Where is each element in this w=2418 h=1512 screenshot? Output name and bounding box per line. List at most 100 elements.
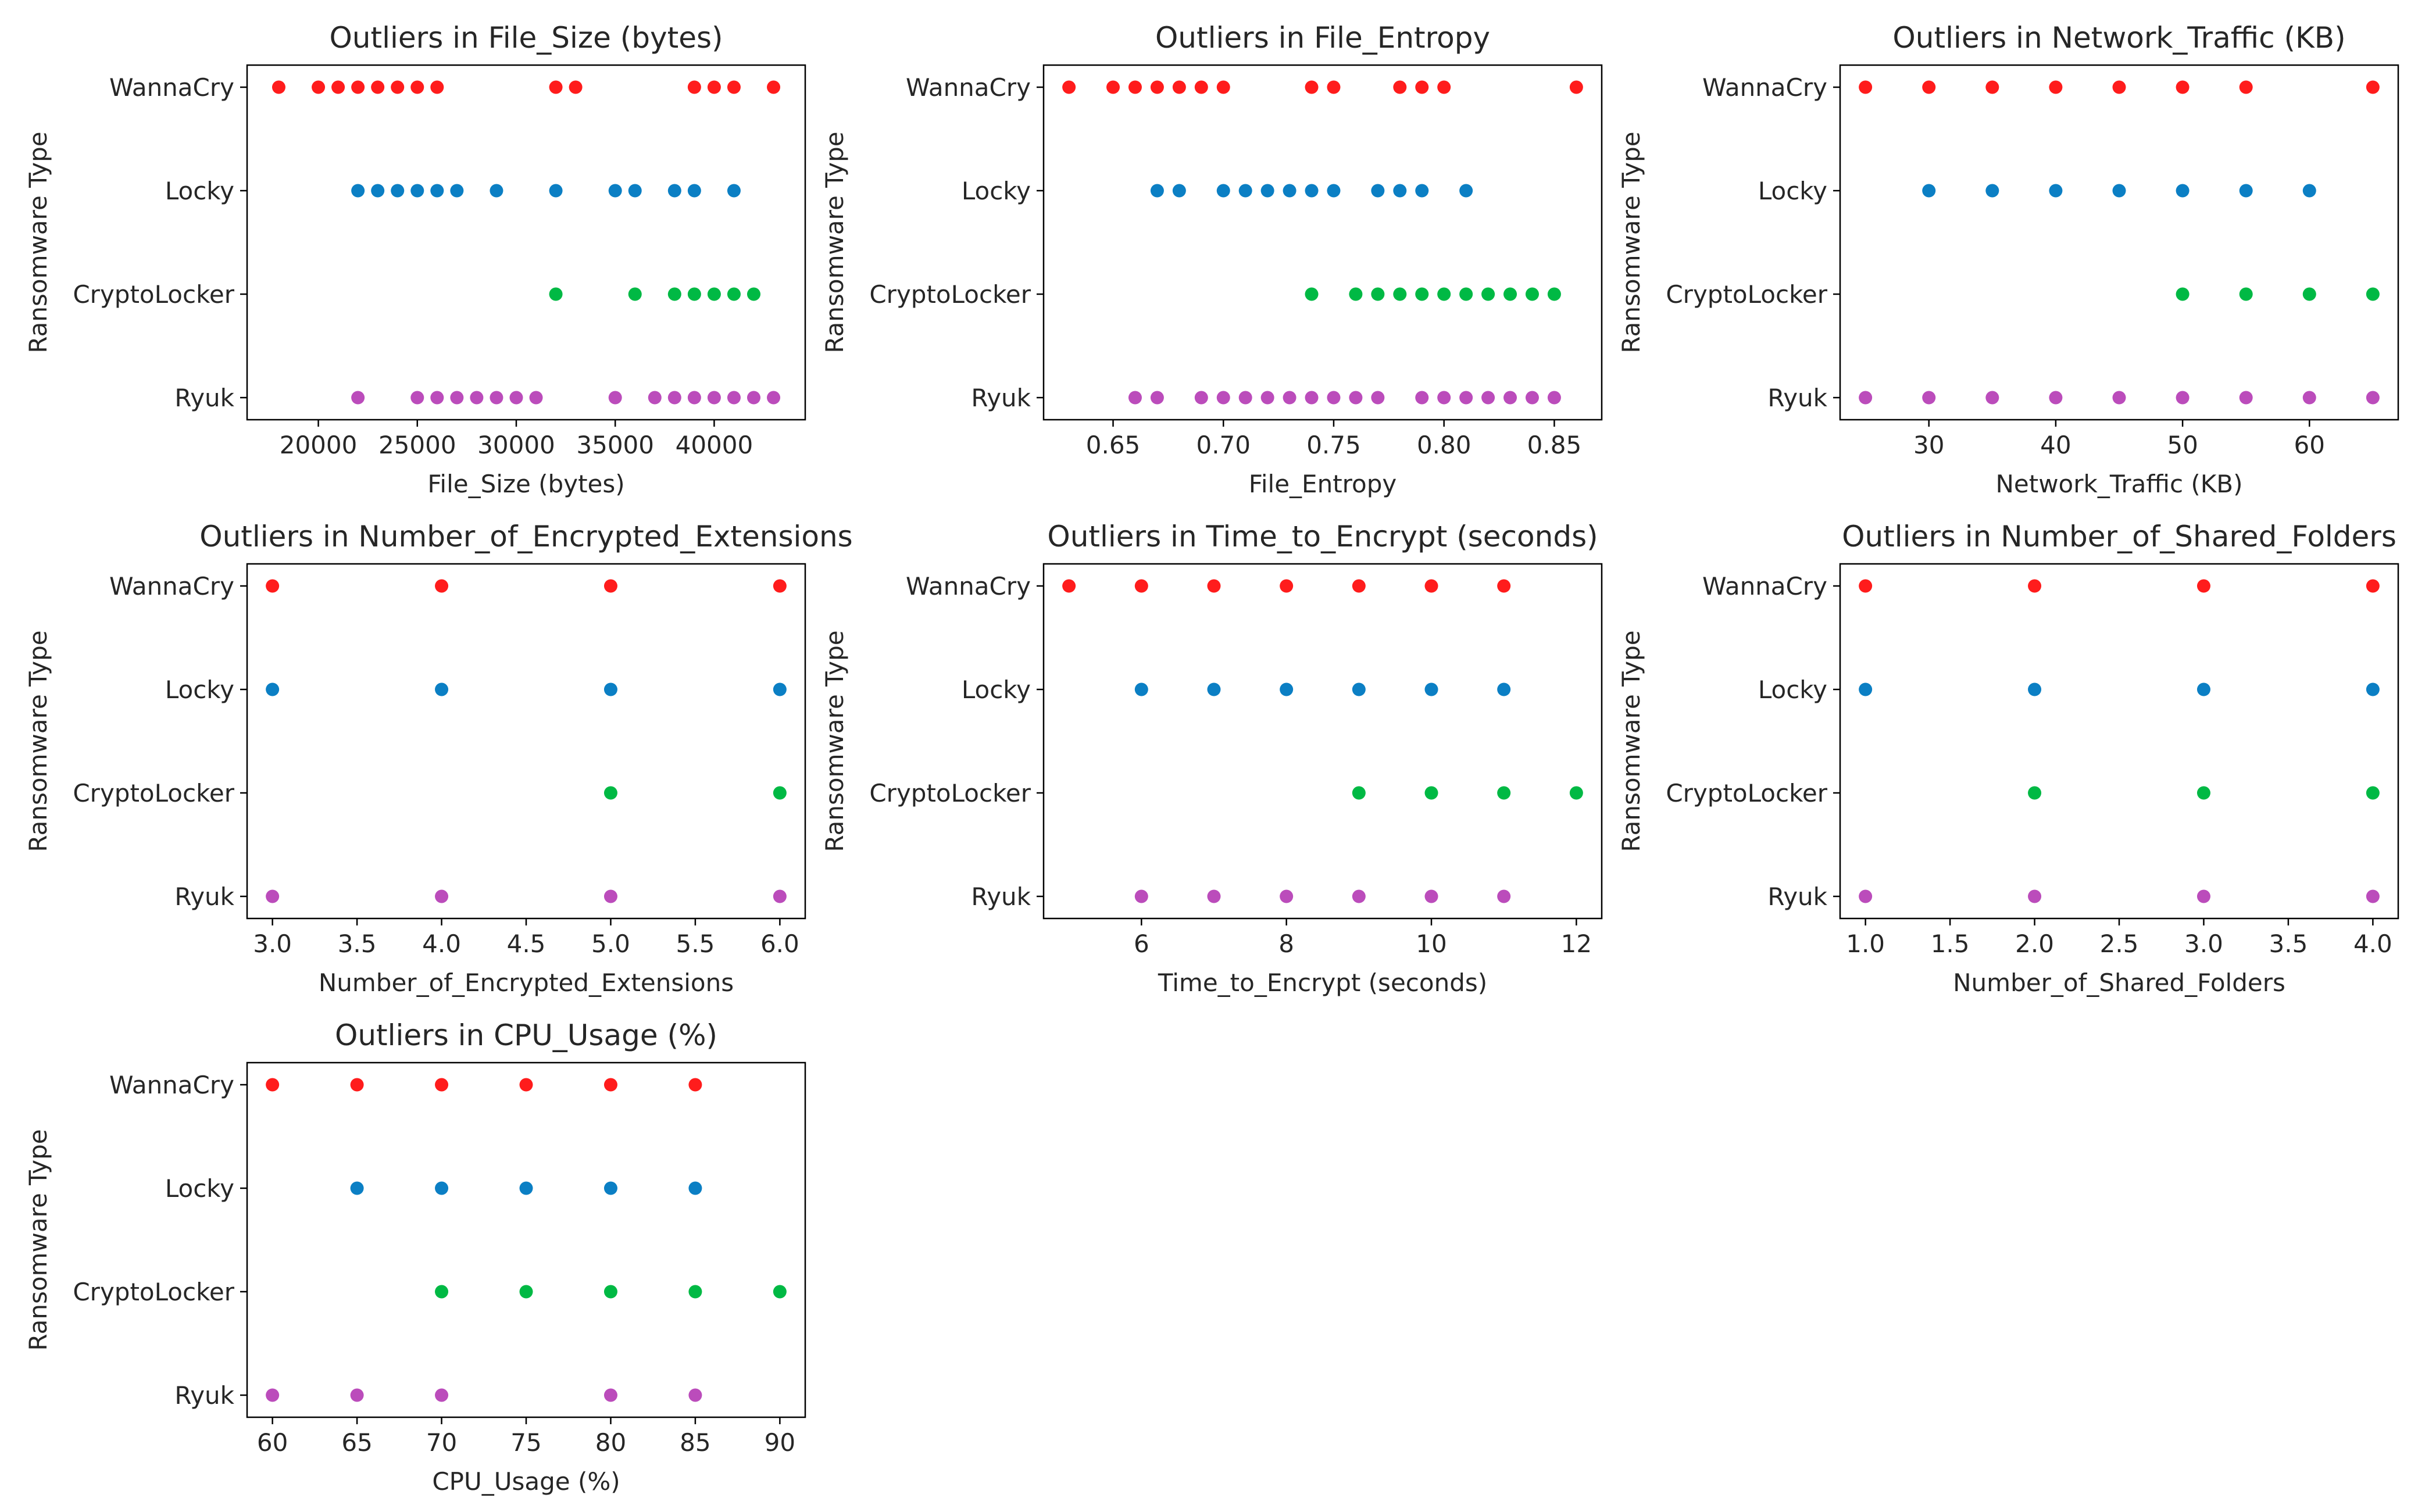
subplot-title: Outliers in File_Entropy (1155, 21, 1490, 55)
point-cryptolocker (707, 287, 721, 301)
x-axis-label: Time_to_Encrypt (seconds) (1158, 968, 1487, 997)
x-tick-label: 5.5 (676, 930, 715, 958)
axes-frame (246, 1061, 806, 1418)
y-tick-label-wannacry: WannaCry (906, 73, 1031, 102)
point-wannacry (312, 80, 326, 94)
axes-frame (1042, 64, 1603, 421)
x-tick-label: 90 (765, 1428, 795, 1457)
x-tick-label: 6.0 (760, 930, 799, 958)
point-ryuk (2028, 889, 2042, 903)
x-tick-label: 0.80 (1417, 431, 1471, 459)
point-ryuk (687, 391, 701, 405)
x-tick-label: 40000 (676, 431, 753, 459)
point-cryptolocker (773, 786, 787, 800)
x-tick-label: 35000 (576, 431, 654, 459)
x-tick-label: 75 (510, 1428, 541, 1457)
y-tick-label-locky: Locky (1758, 177, 1827, 205)
point-wannacry (1062, 80, 1076, 94)
point-cryptolocker (2302, 287, 2316, 301)
point-locky (266, 682, 280, 696)
x-tick-label: 0.70 (1196, 431, 1251, 459)
point-cryptolocker (2366, 287, 2380, 301)
point-locky (687, 184, 701, 198)
y-tick-label-wannacry: WannaCry (1702, 572, 1827, 600)
y-tick-label-ryuk: Ryuk (971, 882, 1031, 911)
point-ryuk (435, 889, 449, 903)
point-wannacry (266, 579, 280, 593)
point-wannacry (1106, 80, 1120, 94)
point-ryuk (1525, 391, 1539, 405)
subplot-title: Outliers in Number_of_Encrypted_Extensio… (199, 520, 853, 553)
point-cryptolocker (2196, 786, 2210, 800)
point-wannacry (1415, 80, 1429, 94)
point-ryuk (2176, 391, 2190, 405)
point-wannacry (1194, 80, 1208, 94)
y-tick-label-locky: Locky (165, 177, 234, 205)
point-locky (1216, 184, 1230, 198)
x-tick-label: 4.0 (2353, 930, 2392, 958)
point-ryuk (767, 391, 781, 405)
subplot-outliers-in-network-traffic-kb: Outliers in Network_Traffic (KB) Ransomwa… (1617, 21, 2399, 498)
point-cryptolocker (1569, 786, 1583, 800)
point-cryptolocker (1481, 287, 1495, 301)
point-locky (1393, 184, 1407, 198)
point-cryptolocker (1371, 287, 1385, 301)
point-wannacry (687, 80, 701, 94)
subplot-outliers-in-file-size-bytes: Outliers in File_Size (bytes) Ransomware … (24, 21, 806, 498)
point-locky (351, 184, 365, 198)
point-locky (549, 184, 563, 198)
point-wannacry (1985, 80, 1999, 94)
point-ryuk (1437, 391, 1451, 405)
point-locky (2112, 184, 2126, 198)
axes-frame (246, 563, 806, 920)
point-locky (1922, 184, 1936, 198)
subplot-outliers-in-cpu-usage: Outliers in CPU_Usage (%) Ransomware Type… (24, 1018, 806, 1496)
point-locky (628, 184, 642, 198)
point-ryuk (747, 391, 760, 405)
point-ryuk (470, 391, 484, 405)
point-wannacry (1327, 80, 1341, 94)
x-tick-label: 4.0 (422, 930, 461, 958)
point-cryptolocker (1459, 287, 1473, 301)
point-ryuk (1497, 889, 1511, 903)
y-tick-label-cryptolocker: CryptoLocker (73, 280, 234, 309)
point-ryuk (648, 391, 662, 405)
point-wannacry (1216, 80, 1230, 94)
x-tick-label: 2.0 (2015, 930, 2054, 958)
point-wannacry (351, 80, 365, 94)
point-locky (727, 184, 741, 198)
point-wannacry (1207, 579, 1221, 593)
x-tick-label: 85 (680, 1428, 710, 1457)
point-wannacry (435, 579, 449, 593)
point-wannacry (1424, 579, 1438, 593)
point-cryptolocker (628, 287, 642, 301)
point-wannacry (603, 579, 617, 593)
point-ryuk (2049, 391, 2063, 405)
point-ryuk (1859, 889, 1873, 903)
axes-frame (1042, 563, 1603, 920)
x-tick-label: 0.75 (1306, 431, 1361, 459)
point-ryuk (1305, 391, 1319, 405)
point-ryuk (707, 391, 721, 405)
point-wannacry (430, 80, 444, 94)
y-tick-label-cryptolocker: CryptoLocker (73, 779, 234, 807)
point-ryuk (603, 889, 617, 903)
x-axis-label: Number_of_Shared_Folders (1953, 968, 2285, 997)
point-cryptolocker (603, 786, 617, 800)
point-cryptolocker (2366, 786, 2380, 800)
point-cryptolocker (687, 287, 701, 301)
x-tick-label: 12 (1561, 930, 1592, 958)
point-locky (1207, 682, 1221, 696)
point-locky (2176, 184, 2190, 198)
x-tick-label: 3.5 (338, 930, 377, 958)
x-tick-label: 60 (2294, 431, 2325, 459)
point-ryuk (351, 391, 365, 405)
x-tick-label: 50 (2167, 431, 2198, 459)
x-tick-label: 3.0 (253, 930, 292, 958)
point-wannacry (1497, 579, 1511, 593)
y-tick-label-cryptolocker: CryptoLocker (869, 280, 1031, 309)
point-locky (1859, 682, 1873, 696)
point-locky (1424, 682, 1438, 696)
point-wannacry (603, 1078, 617, 1092)
subplot-title: Outliers in Time_to_Encrypt (seconds) (1047, 520, 1598, 553)
